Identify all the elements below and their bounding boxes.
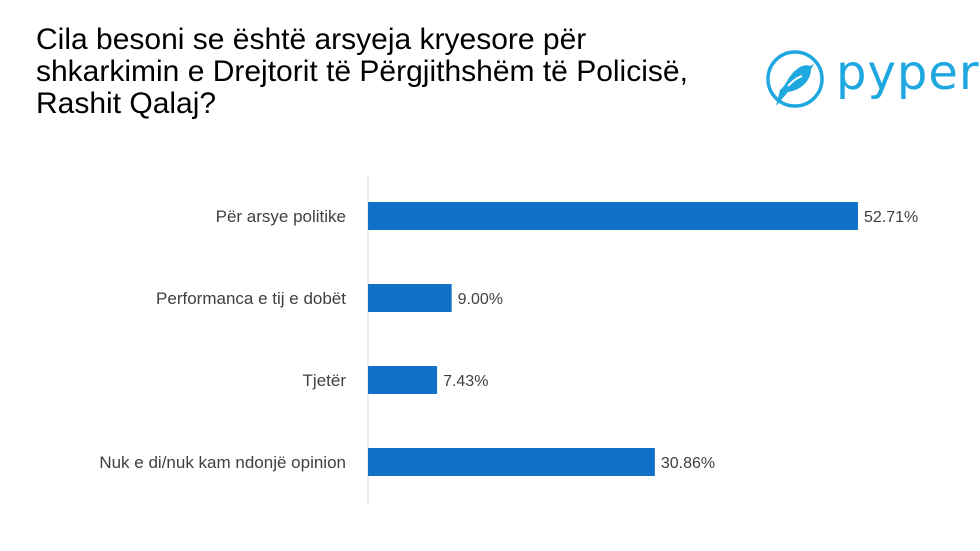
category-label-3: Nuk e di/nuk kam ndonjë opinion [99,453,346,472]
pyper-logo: pyper [764,46,979,116]
value-label-1: 9.00% [458,291,503,308]
category-label-0: Për arsye politike [216,207,346,226]
bar-0 [368,202,858,230]
category-label-2: Tjetër [303,371,347,390]
logo-ring [766,50,824,108]
value-label-3: 30.86% [661,455,715,472]
bird-wing [787,75,803,87]
logo-text: pyper [836,45,980,101]
bird-shape [776,64,814,106]
bird-icon [766,50,824,108]
bar-1 [368,284,452,312]
bar-2 [368,366,438,394]
page-title: Cila besoni se është arsyeja kryesore pë… [36,23,688,120]
value-label-0: 52.71% [864,209,918,226]
value-label-2: 7.43% [443,373,488,390]
bar-3 [368,448,655,476]
category-label-1: Performanca e tij e dobët [156,289,346,308]
